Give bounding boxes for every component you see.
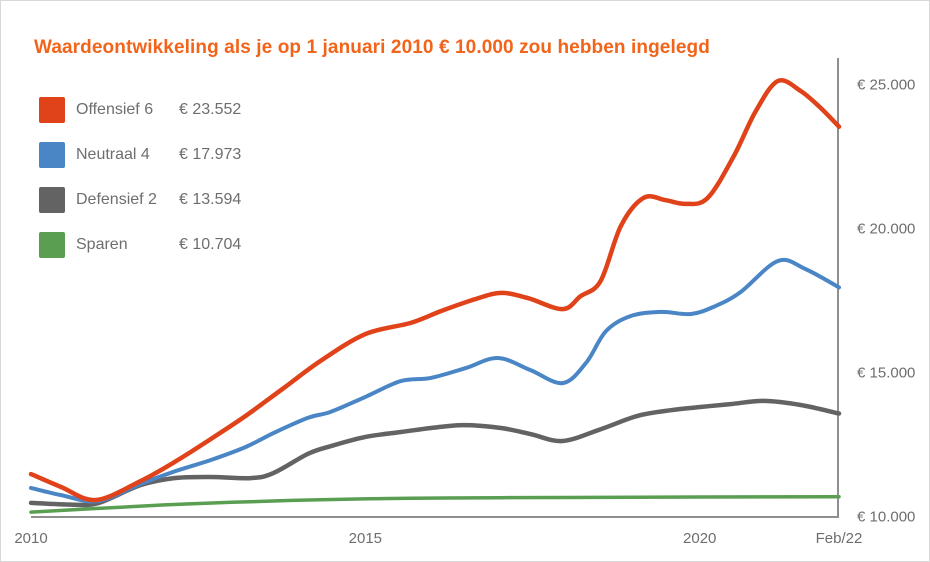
y-axis-tick-label: € 10.000 (857, 508, 916, 526)
legend-item: Sparen € 10.704 (39, 232, 241, 258)
series-line-defensief-2 (28, 398, 842, 508)
x-axis-tick-label: 2010 (14, 530, 48, 547)
legend-item: Neutraal 4 € 17.973 (39, 142, 241, 168)
legend-value: € 10.704 (179, 236, 242, 253)
legend-value: € 23.552 (179, 101, 242, 118)
x-axis-tick-label: 2020 (683, 530, 717, 547)
legend-value: € 13.594 (179, 191, 242, 208)
series-line-sparen (29, 494, 841, 514)
legend-swatch (39, 97, 65, 123)
x-axis-tick-label: Feb/22 (815, 530, 863, 547)
legend-label: Offensief 6 (76, 101, 154, 118)
legend-item: Offensief 6 € 23.552 (39, 97, 241, 123)
series-line-neutraal-4 (29, 257, 841, 504)
legend-value: € 17.973 (179, 146, 242, 163)
series-line-offensief-6 (28, 78, 842, 503)
legend-swatch (39, 142, 65, 168)
legend-swatch (39, 232, 65, 258)
legend-label: Defensief 2 (76, 191, 157, 208)
legend-item: Defensief 2 € 13.594 (39, 187, 241, 213)
legend-label: Sparen (76, 236, 128, 253)
chart-title: Waardeontwikkeling als je op 1 januari 2… (34, 37, 710, 58)
y-axis-tick-label: € 25.000 (857, 76, 916, 94)
x-axis-tick-label: 2015 (348, 530, 383, 547)
legend-swatch (39, 187, 65, 213)
legend-label: Neutraal 4 (76, 146, 150, 163)
y-axis-tick-label: € 20.000 (857, 220, 916, 238)
y-axis-tick-label: € 15.000 (857, 364, 916, 382)
legend: Offensief 6 € 23.552 Neutraal 4 € 17.973 Def… (39, 97, 241, 277)
